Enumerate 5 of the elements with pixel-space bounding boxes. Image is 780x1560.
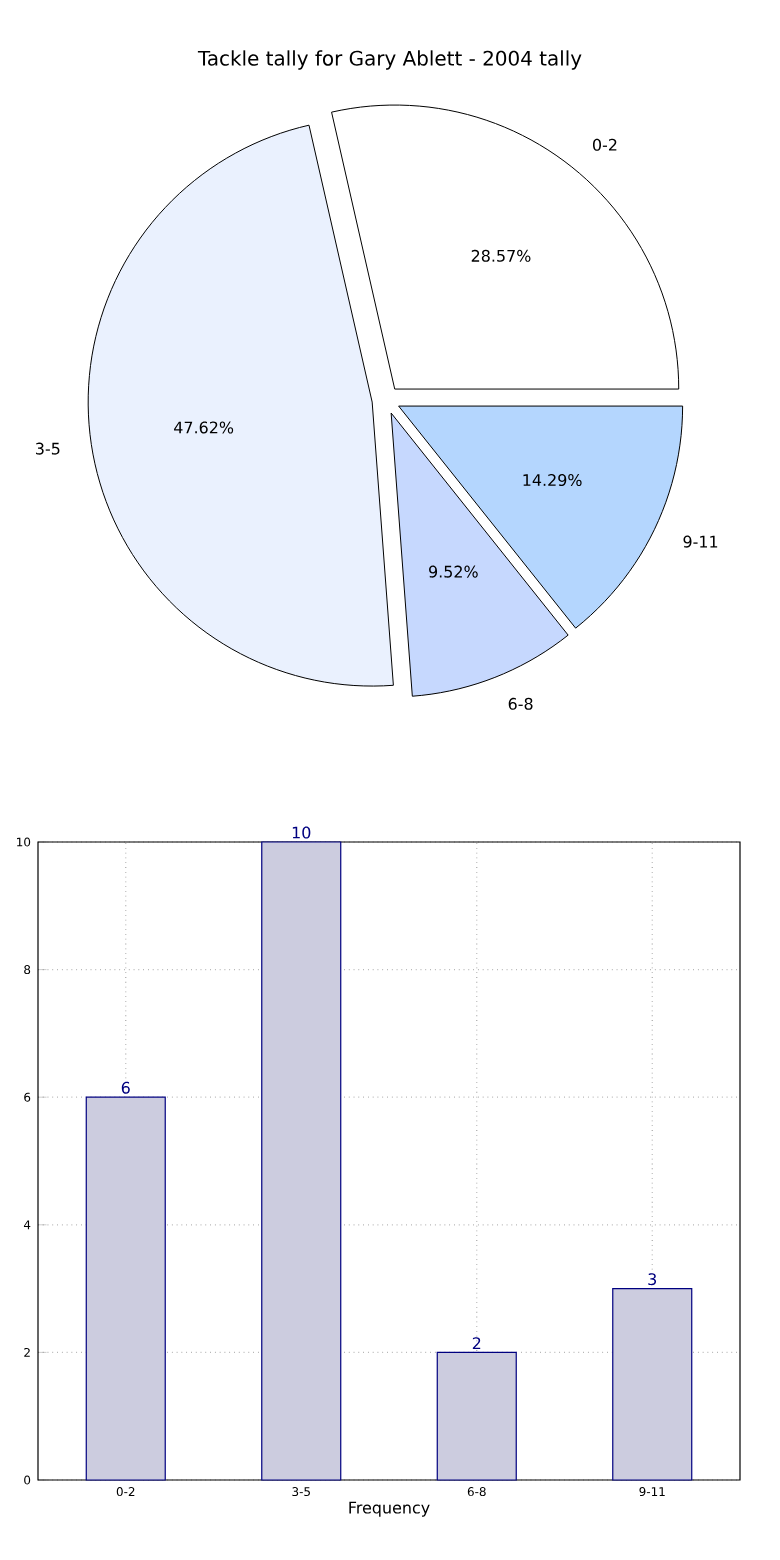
chart-title: Tackle tally for Gary Ablett - 2004 tally xyxy=(197,50,582,70)
bar xyxy=(436,1351,517,1481)
bar xyxy=(612,1288,693,1481)
bar xyxy=(85,1096,166,1481)
bar xyxy=(261,841,342,1481)
